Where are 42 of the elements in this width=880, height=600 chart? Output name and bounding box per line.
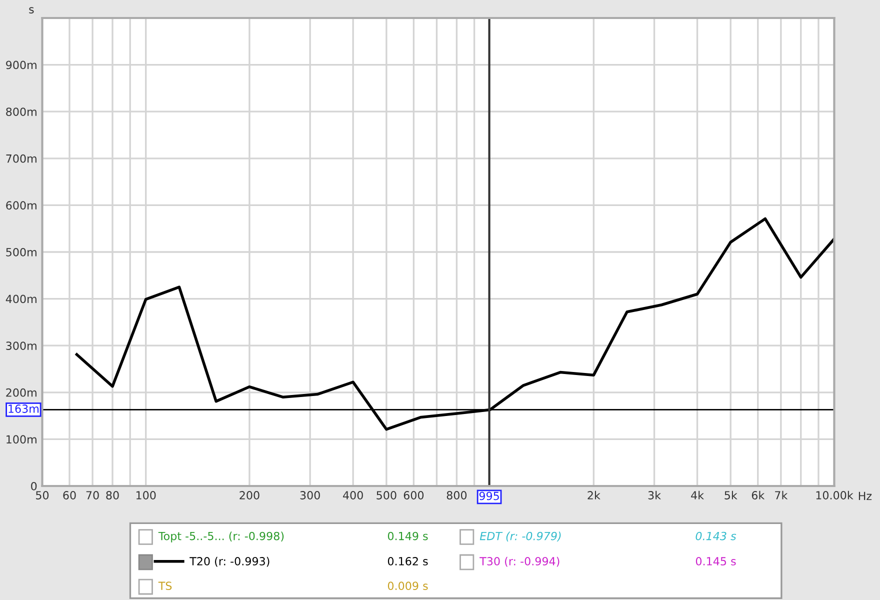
x-tick-label: 10.00k [816,490,854,500]
x-tick-label: 4k [691,490,704,500]
y-tick-label: 100m [6,435,36,444]
x-tick-label: 3k [648,490,661,500]
y-tick-label: 700m [6,154,36,163]
y-tick-label: 900m [6,60,36,70]
text: TS [158,582,172,590]
x-tick-label: 80 [106,491,119,500]
x-tick-label: 2k [588,490,600,500]
x-tick-label: 6k [752,490,765,500]
y-tick-label: 0 [31,482,37,490]
ref-line-label: 995 [479,492,499,500]
x-tick-label: 600 [404,491,424,500]
y-tick-label: 800m [6,108,36,116]
text: 0.143 s [696,532,736,540]
x-tick-label: 7k [775,490,788,500]
x-tick-label: 50 [36,491,49,500]
text: Topt -5..-5... (r: -0.998) [158,532,284,542]
y-axis-title: s [29,7,34,14]
x-tick-label: 500 [376,491,396,500]
x-tick-label: 800 [446,491,467,500]
x-tick-label: 100 [136,491,156,500]
x-tick-label: 300 [300,491,320,500]
text: T30 (r: -0.994) [480,556,560,567]
y-tick-label: 500m [6,248,36,256]
ref-line-label: 163m [8,404,39,413]
y-tick-label: 400m [6,294,36,304]
y-tick-label: 200m [6,388,36,397]
x-tick-label: 200 [240,491,260,500]
x-tick-label: 400 [343,491,363,500]
text: 0.009 s [388,582,428,590]
legend-label: T20 (r: -0.993) [190,556,270,567]
x-tick-label: 60 [63,491,76,500]
y-tick-label: 600m [6,201,36,210]
x-axis-title: Hz [858,492,872,500]
text: 0.162 s [388,557,428,566]
text: 0.149 s [388,532,428,540]
text: 0.145 s [696,557,736,566]
x-tick-label: 70 [86,491,99,500]
y-tick-label: 300m [6,342,36,350]
x-tick-label: 5k [724,490,738,500]
text: EDT (r: -0.979) [480,532,561,542]
